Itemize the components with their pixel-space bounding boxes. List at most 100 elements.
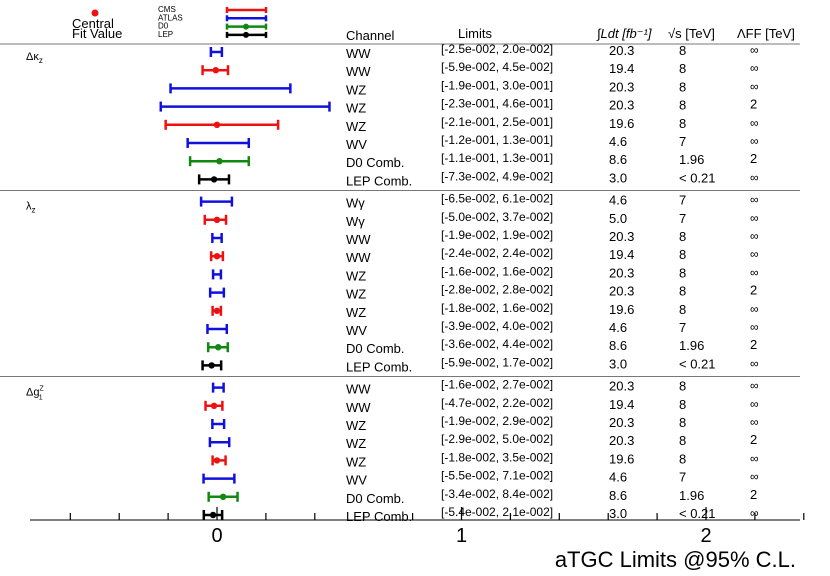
lambda-ff-cell: ∞ — [750, 379, 759, 393]
lambda-ff-cell: ∞ — [750, 170, 759, 184]
limits-cell: [-1.6e-002, 1.6e-002] — [441, 264, 553, 278]
row: WW [-5.9e-002, 4.5e-002] 19.4 8 ∞ — [201, 60, 759, 79]
row: WW [-2.4e-002, 2.4e-002] 19.4 8 ∞ — [209, 246, 759, 265]
lambda-ff-cell: ∞ — [750, 116, 759, 130]
central-value-point — [213, 253, 221, 260]
limits-cell: [-1.8e-002, 1.6e-002] — [441, 301, 553, 315]
limits-cell: [-3.4e-002, 8.4e-002] — [441, 487, 553, 501]
legend-marker — [243, 23, 249, 30]
lambda-ff-cell: ∞ — [750, 302, 759, 316]
row: Wγ [-5.0e-002, 3.7e-002] 5.0 7 ∞ — [203, 210, 759, 229]
limits-cell: [-3.9e-002, 4.0e-002] — [441, 319, 553, 333]
row: WV [-5.5e-002, 7.1e-002] 4.6 7 ∞ — [202, 469, 759, 488]
group-1: λz Wγ [-6.5e-002, 6.1e-002] 4.6 7 ∞ Wγ [-5.0e-0… — [26, 192, 759, 375]
sqrts-cell: < 0.21 — [679, 356, 716, 371]
sqrts-cell: < 0.21 — [679, 506, 716, 521]
row: WZ [-1.9e-001, 3.0e-001] 20.3 8 ∞ — [169, 78, 759, 97]
central-value-point — [213, 307, 221, 314]
x-tick-label: 1 — [456, 525, 467, 547]
sqrts-cell: 8 — [679, 247, 686, 262]
lumi-cell: 4.6 — [609, 193, 627, 208]
header-sqrts: √s [TeV] — [668, 26, 715, 41]
row: WZ [-2.8e-002, 2.8e-002] 20.3 8 2 — [208, 283, 757, 302]
legend-central-label-2: Fit Value — [72, 26, 122, 41]
channel-cell: WV — [346, 473, 367, 488]
channel-cell: WW — [346, 382, 371, 397]
header-lumi: ∫Ldt [fb⁻¹] — [596, 26, 652, 41]
row: LEP Comb. [-7.3e-002, 4.9e-002] 3.0 < 0.21 ∞ — [197, 169, 759, 188]
sqrts-cell: 8 — [679, 116, 686, 131]
lumi-cell: 4.6 — [609, 320, 627, 335]
sqrts-cell: 8 — [679, 61, 686, 76]
row: WZ [-1.8e-002, 1.6e-002] 19.6 8 ∞ — [211, 301, 759, 320]
channel-cell: LEP Comb. — [346, 359, 412, 374]
channel-cell: WZ — [346, 305, 366, 320]
row: WW [-1.6e-002, 2.7e-002] 20.3 8 ∞ — [211, 378, 759, 397]
lumi-cell: 19.6 — [609, 302, 634, 317]
lambda-ff-cell: ∞ — [750, 451, 759, 465]
channel-cell: WW — [346, 400, 371, 415]
limits-cell: [-4.7e-002, 2.2e-002] — [441, 396, 553, 410]
sqrts-cell: 8 — [679, 79, 686, 94]
sqrts-cell: 7 — [679, 193, 686, 208]
legend-label-lep: LEP — [158, 30, 173, 39]
channel-cell: WW — [346, 250, 371, 265]
sqrts-cell: 8 — [679, 397, 686, 412]
limits-cell: [-2.8e-002, 2.8e-002] — [441, 283, 553, 297]
lambda-ff-cell: ∞ — [750, 356, 759, 370]
lumi-cell: 3.0 — [609, 356, 627, 371]
row: WV [-1.2e-001, 1.3e-001] 4.6 7 ∞ — [186, 133, 759, 152]
row: WZ [-2.3e-001, 4.6e-001] 20.3 8 2 — [159, 97, 757, 116]
legend-central-label-1: Central — [72, 16, 114, 31]
row: WV [-3.9e-002, 4.0e-002] 4.6 7 ∞ — [206, 319, 759, 338]
lumi-cell: 4.6 — [609, 470, 627, 485]
limits-cell: [-7.3e-002, 4.9e-002] — [441, 169, 553, 183]
lambda-ff-cell: ∞ — [750, 247, 759, 261]
limits-cell: [-1.9e-001, 3.0e-001] — [441, 78, 553, 92]
row: D0 Comb. [-3.4e-002, 8.4e-002] 8.6 1.96 2 — [207, 487, 757, 506]
central-value-point — [212, 67, 219, 74]
sqrts-cell: 8 — [679, 433, 686, 448]
legend-label-d0: D0 — [158, 22, 169, 31]
lumi-cell: 4.6 — [609, 134, 627, 149]
header-limits: Limits — [458, 26, 492, 41]
lambda-ff-cell: 2 — [750, 337, 757, 352]
lambda-ff-cell: ∞ — [750, 506, 759, 520]
lumi-cell: 20.3 — [609, 79, 634, 94]
lumi-cell: 19.6 — [609, 116, 634, 131]
limits-cell: [-1.1e-001, 1.3e-001] — [441, 151, 553, 165]
sqrts-cell: 7 — [679, 320, 686, 335]
limits-cell: [-1.2e-001, 1.3e-001] — [441, 133, 553, 147]
row: D0 Comb. [-3.6e-002, 4.4e-002] 8.6 1.96 2 — [206, 337, 757, 356]
sqrts-cell: 8 — [679, 98, 686, 113]
row: WW [-2.5e-002, 2.0e-002] 20.3 8 ∞ — [209, 42, 759, 61]
lambda-ff-cell: 2 — [750, 151, 757, 166]
lambda-ff-cell: ∞ — [750, 229, 759, 243]
limits-cell: [-5.5e-002, 7.1e-002] — [441, 469, 553, 483]
limits-cell: [-1.9e-002, 2.9e-002] — [441, 414, 553, 428]
lumi-cell: 20.3 — [609, 284, 634, 299]
lumi-cell: 3.0 — [609, 506, 627, 521]
legend-label-cms: CMS — [158, 5, 176, 14]
group-label: λz — [26, 201, 36, 215]
channel-cell: WZ — [346, 418, 366, 433]
row: WZ [-2.9e-002, 5.0e-002] 20.3 8 2 — [208, 432, 757, 451]
channel-cell: WZ — [346, 436, 366, 451]
limits-cell: [-2.9e-002, 5.0e-002] — [441, 432, 553, 446]
channel-cell: LEP Comb. — [346, 509, 412, 524]
lambda-ff-cell: ∞ — [750, 415, 759, 429]
central-value-point — [213, 457, 221, 464]
central-value-point — [210, 176, 218, 183]
lumi-cell: 8.6 — [609, 152, 627, 167]
group-label: Δκz — [26, 51, 43, 65]
sqrts-cell: 1.96 — [679, 152, 704, 167]
sqrts-cell: 8 — [679, 265, 686, 280]
channel-cell: Wγ — [346, 214, 365, 229]
chart-title: aTGC Limits @95% C.L. — [555, 547, 796, 572]
row: LEP Comb. [-5.9e-002, 1.7e-002] 3.0 < 0.21 ∞ — [201, 355, 759, 374]
limits-cell: [-2.5e-002, 2.0e-002] — [441, 42, 553, 56]
row: LEP Comb. [-5.4e-002, 2.1e-002] 3.0 < 0.21 ∞ — [202, 505, 759, 524]
sqrts-cell: 8 — [679, 415, 686, 430]
